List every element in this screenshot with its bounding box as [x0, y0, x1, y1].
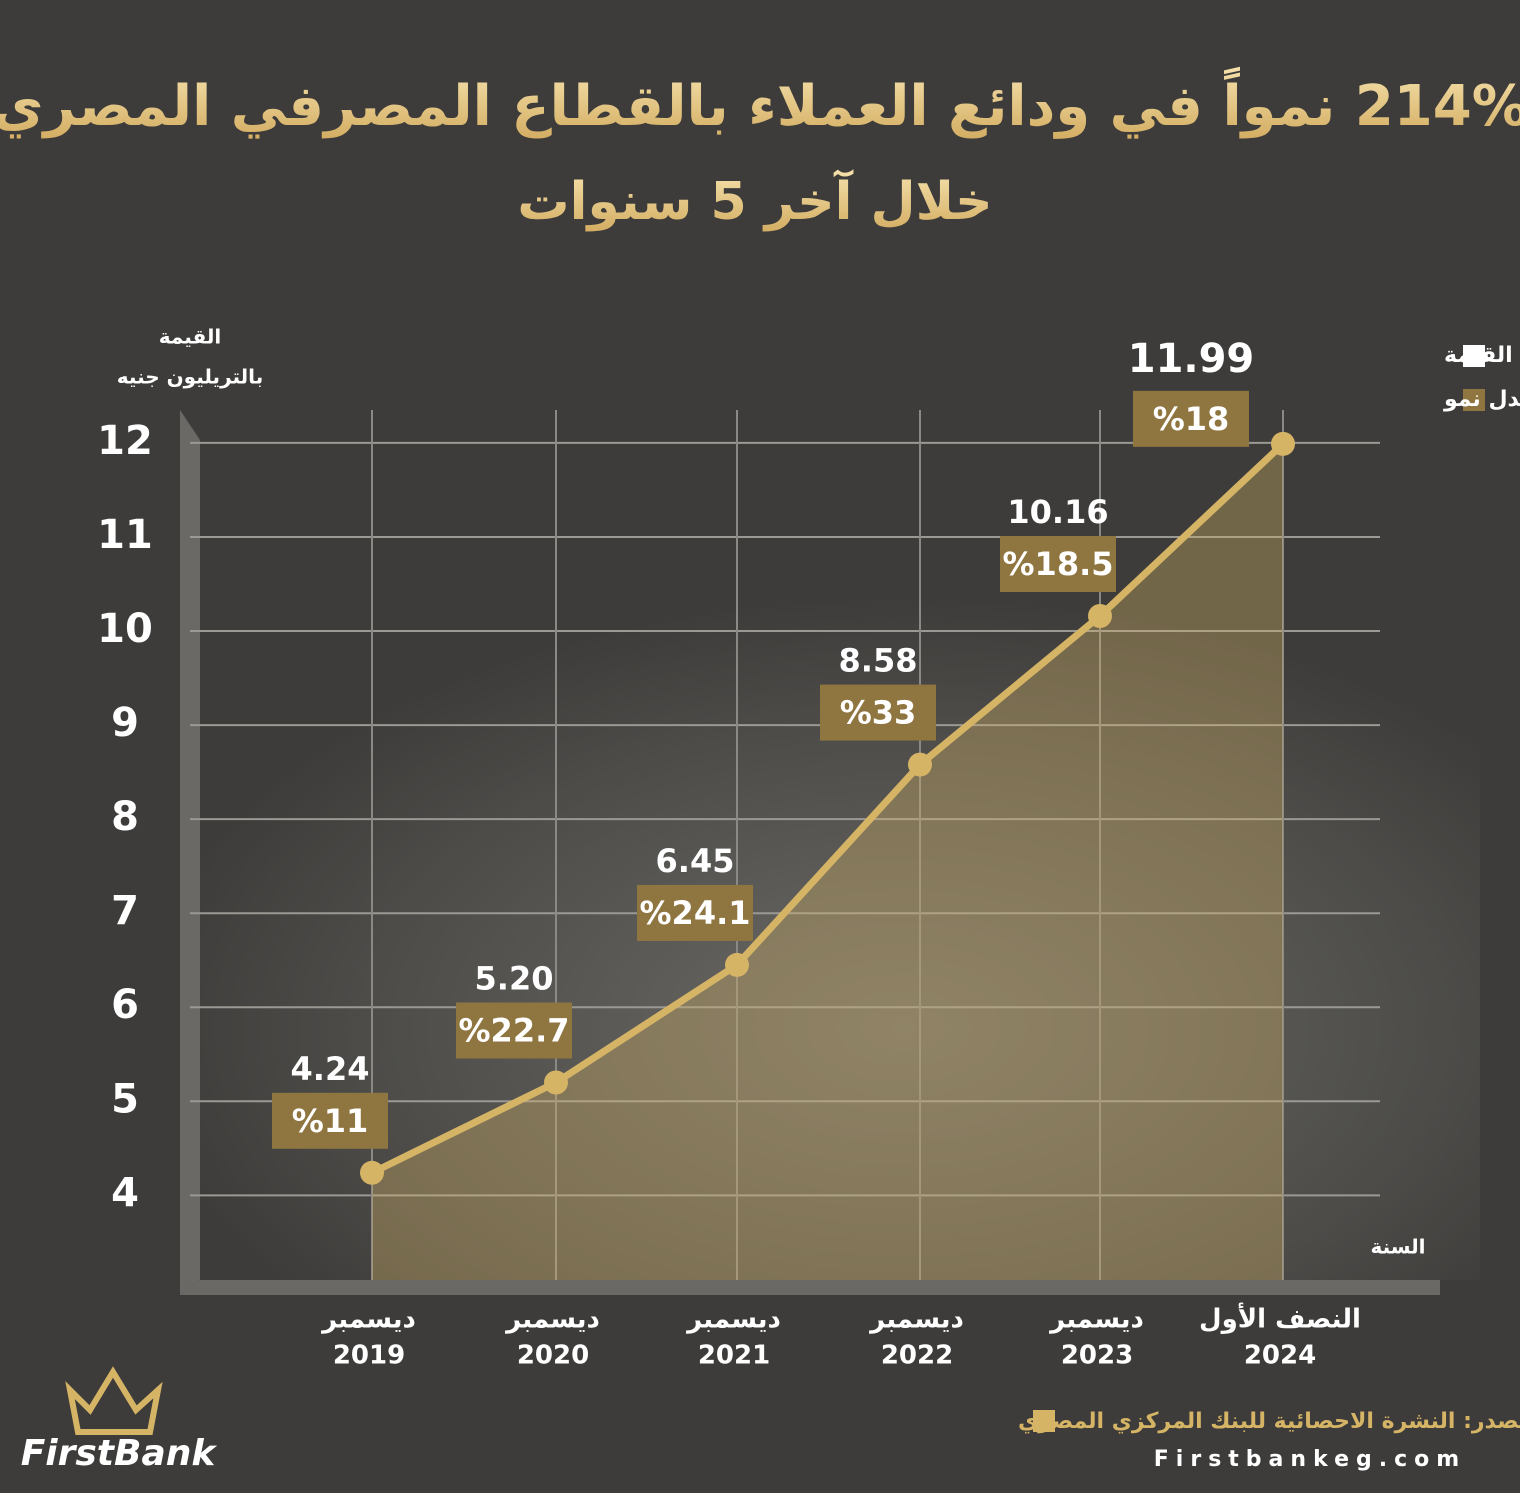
value-label: 10.16	[1007, 493, 1108, 531]
growth-label: %18.5	[1002, 545, 1113, 583]
growth-label: %33	[840, 694, 917, 732]
legend-swatch	[1463, 345, 1485, 367]
point	[1088, 603, 1112, 628]
x-tick-label: 2020	[517, 1341, 589, 1371]
y-tick-label: 6	[111, 982, 139, 1028]
area	[372, 443, 1283, 1280]
x-tick-label: 2024	[1244, 1341, 1316, 1371]
value-label: 5.20	[475, 959, 554, 997]
growth-label-box	[272, 1092, 388, 1149]
point	[544, 1070, 568, 1095]
legend-swatch	[1463, 389, 1485, 411]
y-tick-label: 8	[111, 794, 139, 840]
x-tick-label: 2023	[1061, 1341, 1133, 1371]
x-tick-label: ديسمبر	[685, 1305, 781, 1335]
value-label: 6.45	[656, 842, 735, 880]
growth-label: %22.7	[458, 1011, 569, 1049]
logo-crown	[65, 1366, 163, 1435]
y-tick-label: 10	[97, 606, 153, 652]
y-tick-label: 7	[111, 888, 139, 934]
y-tick-label: 5	[111, 1076, 139, 1122]
x-tick-label: ديسمبر	[504, 1305, 600, 1335]
x-tick-label: ديسمبر	[868, 1305, 964, 1335]
growth-label-box	[637, 884, 753, 941]
growth-label-box	[1000, 535, 1116, 592]
point	[1271, 431, 1295, 456]
website: Firstbankeg.com	[1154, 1447, 1466, 1472]
point	[360, 1160, 384, 1185]
value-label: 11.99	[1128, 336, 1255, 382]
legend-label: القيمة	[1444, 343, 1513, 368]
point	[725, 952, 749, 977]
y-axis-label: القيمة	[159, 325, 221, 349]
y-tick-label: 9	[111, 700, 139, 746]
chart-subtitle: خلال آخر 5 سنوات	[517, 169, 992, 232]
growth-label-box	[456, 1002, 572, 1059]
growth-label-box	[820, 684, 936, 741]
y-tick-label: 12	[97, 418, 153, 464]
x-axis-label: السنة	[1370, 1235, 1425, 1259]
brand: FirstBank	[21, 1433, 218, 1474]
y-axis-label: بالتريليون جنيه	[117, 365, 263, 389]
point	[908, 752, 932, 777]
x-tick-label: ديسمبر	[320, 1305, 416, 1335]
axis-wall	[180, 410, 200, 1295]
x-tick-label: النصف الأول	[1199, 1303, 1361, 1335]
value-label: 8.58	[839, 642, 918, 680]
y-tick-label: 11	[97, 512, 153, 558]
x-tick-label: 2022	[881, 1341, 953, 1371]
x-tick-label: 2021	[698, 1341, 770, 1371]
growth-label: %18	[1153, 400, 1230, 438]
source: المصدر: النشرة الاحصائية للبنك المركزي ا…	[1018, 1409, 1520, 1434]
x-tick-label: 2019	[333, 1341, 405, 1371]
x-tick-label: ديسمبر	[1048, 1305, 1144, 1335]
photo-backdrop	[200, 560, 1480, 1280]
axis-floor	[180, 1280, 1440, 1295]
source-marker	[1033, 1410, 1055, 1432]
growth-label-box	[1133, 390, 1249, 447]
chart-title: 214% نمواً في ودائع العملاء بالقطاع المص…	[0, 66, 1520, 139]
growth-label: %24.1	[639, 894, 750, 932]
value-label: 4.24	[291, 1050, 370, 1088]
growth-label: %11	[292, 1102, 369, 1140]
y-tick-label: 4	[111, 1170, 139, 1216]
legend-label: معدل نمو	[1443, 387, 1520, 412]
line	[370, 441, 1286, 1176]
